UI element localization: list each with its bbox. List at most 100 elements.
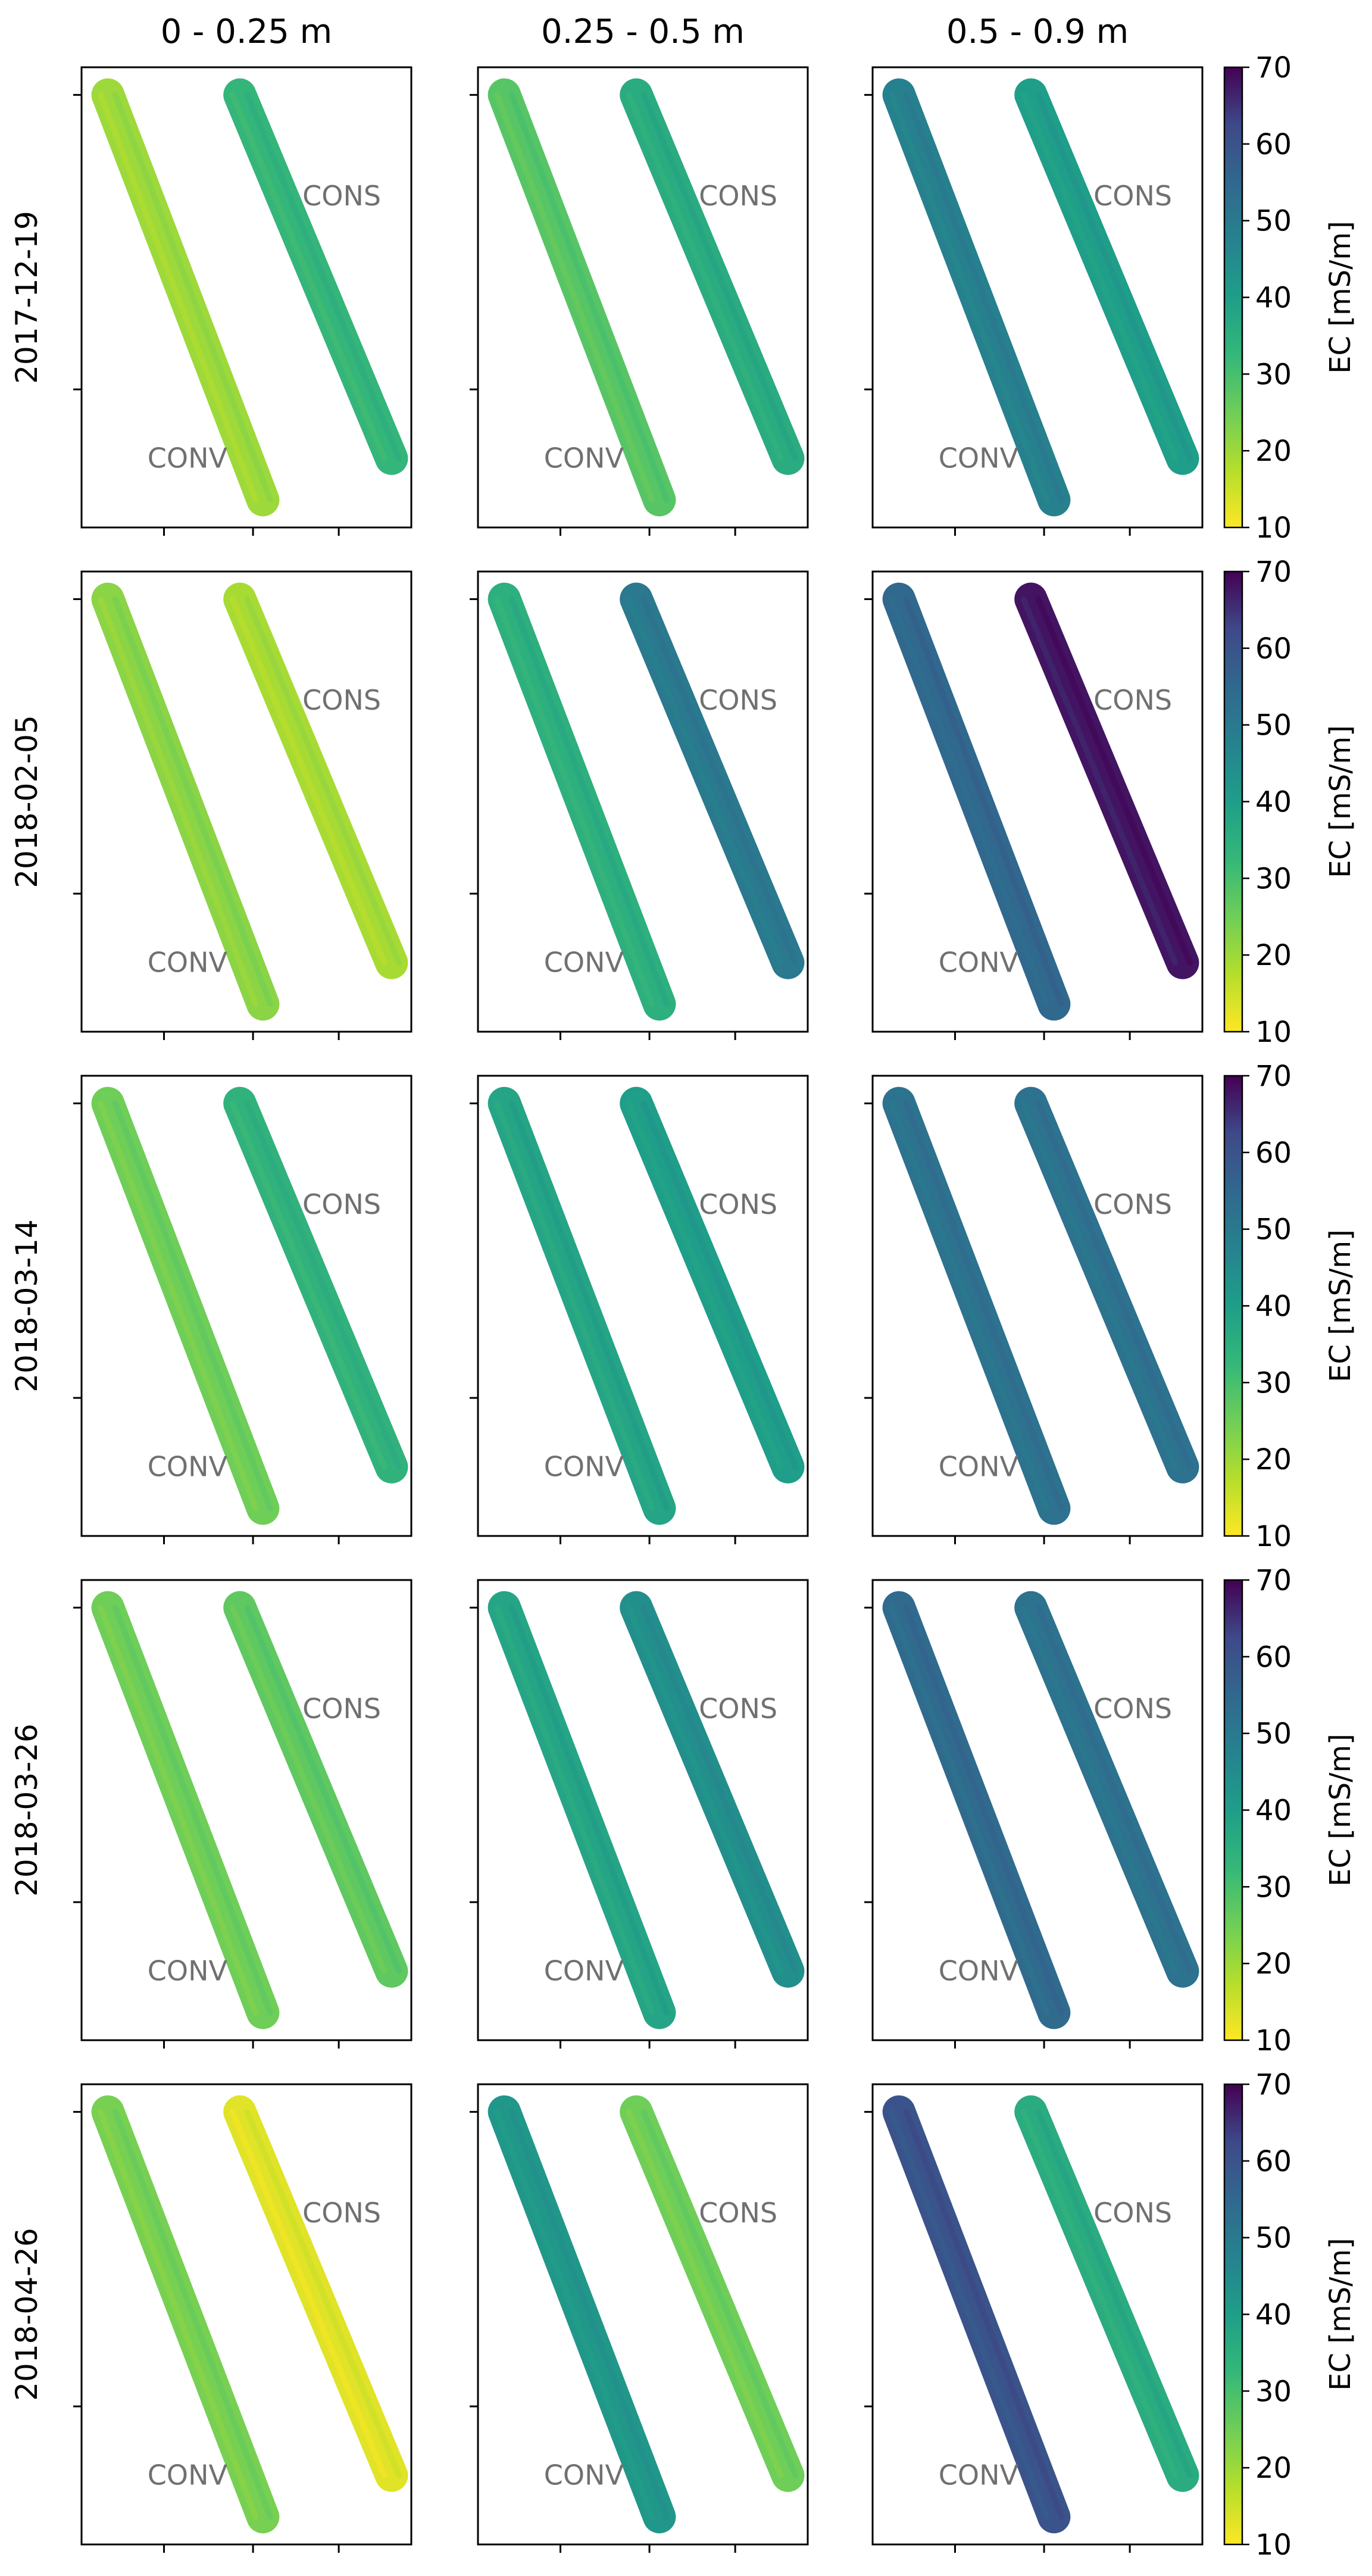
panel-frame [871,2083,1204,2546]
row-label-date: 2018-03-14 [10,1219,44,1392]
strip-texture [1020,1604,1179,1974]
strip-texture [229,2109,387,2478]
column-title: 0.25 - 0.5 m [541,13,745,51]
strip-cons [223,582,408,979]
strip-texture [626,1604,784,1974]
colorbar-tick-label: 30 [1255,2375,1292,2408]
strip-texture [98,596,259,1007]
strip-label-cons: CONS [699,1188,777,1220]
strip-texture [244,92,402,461]
strip-label-conv: CONV [148,1451,228,1483]
strip-texture [508,1100,670,1512]
strip-texture [626,2109,784,2478]
colorbar-tick-label: 10 [1255,1520,1292,1553]
panel-frame [80,2083,412,2546]
map-panel: CONS CONV [470,66,809,536]
strip-texture [98,1604,259,2016]
colorbar-tick-label: 60 [1255,1641,1292,1674]
colorbar-tick-label: 40 [1255,282,1292,315]
strip-texture [494,2109,655,2520]
strip-texture [626,596,784,966]
strip-label-conv: CONV [939,947,1019,979]
row-label-date: 2018-03-26 [10,1723,44,1897]
strip-label-conv: CONV [939,2459,1019,2491]
strip-texture [98,2109,259,2520]
strip-texture [1020,1100,1179,1470]
colorbar-label: EC [mS/m] [1324,2238,1357,2391]
map-panel: CONS CONV [864,1075,1204,1544]
colorbar-tick-label: 30 [1255,358,1292,391]
colorbar-tick-label: 40 [1255,1290,1292,1323]
strip-texture [640,92,799,461]
strip-label-cons: CONS [1093,684,1172,716]
colorbar-tick-label: 30 [1255,862,1292,895]
strip-label-cons: CONS [1093,1693,1172,1725]
strip-texture [112,92,274,503]
strip-texture [508,92,670,503]
strip-conv [91,1591,280,2029]
colorbar-tick-label: 50 [1255,2222,1292,2255]
strip-texture [244,2109,402,2478]
strip-cons [223,1591,408,1988]
strip-label-cons: CONS [302,684,381,716]
colorbar-tick-label: 20 [1255,1947,1292,1981]
colorbar-tick-label: 20 [1255,939,1292,972]
panel-frame [80,66,412,529]
row-label-date: 2017-12-19 [10,211,44,384]
strip-conv [487,2095,676,2534]
map-panel: CONS CONV [470,2083,809,2553]
colorbar-tick-label: 20 [1255,1443,1292,1476]
strip-texture [903,92,1065,503]
strip-label-cons: CONS [302,180,381,212]
map-panel: CONS CONV [864,570,1204,1040]
strip-texture [626,92,784,461]
strip-label-conv: CONV [148,442,228,474]
row-label-date: 2018-04-26 [10,2228,44,2401]
colorbar-tick-label: 40 [1255,2299,1292,2332]
strip-label-conv: CONV [939,442,1019,474]
colorbar-tick-label: 60 [1255,2145,1292,2178]
strip-label-conv: CONV [544,1451,624,1483]
strip-texture [229,92,387,461]
panel-frame [80,570,412,1033]
colorbar-tick-label: 20 [1255,435,1292,468]
colorbar-tick-label: 50 [1255,1213,1292,1247]
strip-label-conv: CONV [544,1955,624,1987]
strip-cons [620,582,805,979]
colorbar-gradient [1223,66,1243,529]
strip-label-conv: CONV [148,1955,228,1987]
strip-texture [112,2109,274,2520]
strip-texture [903,2109,1065,2520]
panel-frame [871,1075,1204,1537]
colorbar-tick-label: 20 [1255,2452,1292,2485]
colorbar-tick-label: 70 [1255,51,1292,85]
colorbar-tick-label: 50 [1255,1718,1292,1751]
strip-texture [508,1604,670,2016]
panel-frame [871,1579,1204,2041]
colorbar-tick-label: 30 [1255,1366,1292,1400]
colorbar-tick-label: 10 [1255,511,1292,545]
colorbar: 10 20 30 40 50 60 70 EC [mS/m] [1223,51,1357,545]
panel-frame [871,66,1204,529]
strip-cons [1014,1591,1199,1988]
panel-frame [477,66,809,529]
colorbar-tick-label: 40 [1255,786,1292,819]
strip-texture [903,596,1065,1007]
strip-label-cons: CONS [699,684,777,716]
map-panel: CONS CONV [73,2083,412,2553]
strip-label-cons: CONS [699,1693,777,1725]
strip-conv [882,2095,1071,2534]
strip-label-cons: CONS [302,1693,381,1725]
strip-texture [244,596,402,966]
strip-texture [889,596,1050,1007]
strip-texture [889,2109,1050,2520]
strip-label-conv: CONV [544,442,624,474]
strip-texture [903,1604,1065,2016]
strip-label-cons: CONS [302,1188,381,1220]
map-panel: CONS CONV [73,570,412,1040]
colorbar-tick-label: 70 [1255,1564,1292,1597]
strip-texture [494,1100,655,1512]
colorbar: 10 20 30 40 50 60 70 EC [mS/m] [1223,1060,1357,1553]
colorbar-label: EC [mS/m] [1324,1734,1357,1887]
row-label-date: 2018-02-05 [10,715,44,888]
